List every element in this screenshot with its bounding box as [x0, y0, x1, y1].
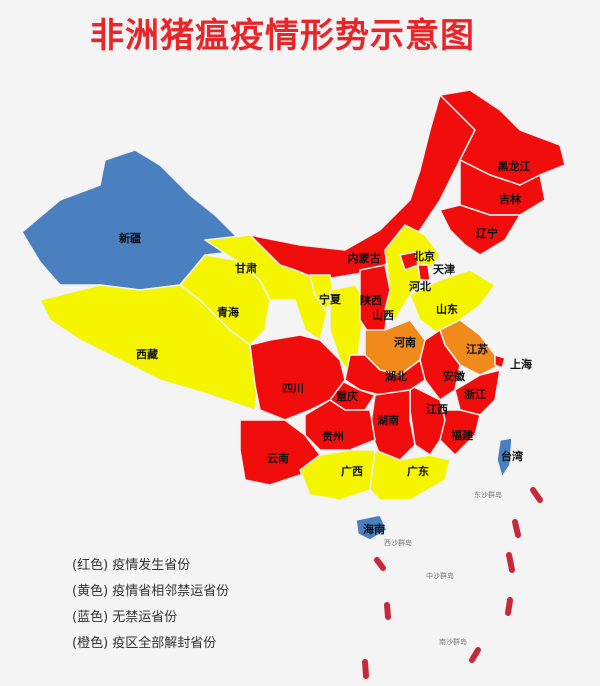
province-label: 天津 — [433, 262, 455, 276]
island-label: 中沙群岛 — [426, 571, 454, 580]
province-label: 上海 — [510, 357, 532, 371]
province-30 — [355, 514, 388, 541]
legend-item-blue: (蓝色) 无禁运省份 — [72, 610, 178, 625]
province-label: 河北 — [409, 279, 431, 293]
province-2 — [179, 254, 271, 346]
province-label: 湖南 — [377, 413, 399, 427]
boundary-dash — [374, 557, 386, 571]
island-label: 南沙群岛 — [439, 637, 467, 646]
legend-item-red: (红色) 疫情发生省份 — [72, 558, 191, 573]
boundary-dash — [384, 602, 391, 620]
province-label: 西藏 — [136, 347, 158, 361]
island-label: 西沙群岛 — [384, 538, 412, 547]
province-layer — [21, 89, 566, 541]
island-label: 东沙群岛 — [474, 490, 502, 499]
province-label: 内蒙古 — [348, 251, 381, 265]
legend-item-yellow: (黄色) 疫情省相邻禁运省份 — [72, 584, 230, 599]
nine-dash-line — [362, 487, 543, 679]
province-label: 云南 — [267, 451, 289, 465]
province-25 — [249, 334, 346, 421]
province-label: 广西 — [341, 464, 363, 478]
province-label: 青海 — [217, 305, 239, 319]
province-label: 重庆 — [336, 389, 358, 403]
legend: (红色) 疫情发生省份 (黄色) 疫情省相邻禁运省份 (蓝色) 无禁运省份 (橙… — [72, 553, 229, 657]
province-label: 江西 — [426, 402, 448, 416]
province-5 — [439, 89, 566, 186]
province-label: 福建 — [450, 428, 474, 442]
province-label: 贵州 — [322, 429, 344, 443]
province-label: 浙江 — [464, 387, 486, 401]
province-label: 台湾 — [501, 449, 523, 463]
province-label: 海南 — [363, 522, 385, 536]
province-14 — [409, 269, 496, 336]
legend-item-orange: (橙色) 疫区全部解封省份 — [72, 636, 217, 651]
province-label: 四川 — [282, 382, 304, 395]
province-label: 宁夏 — [319, 292, 342, 306]
province-27 — [239, 419, 321, 486]
province-label: 北京 — [413, 249, 435, 263]
province-label: 江苏 — [466, 342, 488, 356]
province-21 — [409, 384, 446, 456]
province-label: 广东 — [407, 464, 429, 478]
province-label: 陕西 — [360, 293, 382, 307]
province-label: 山西 — [372, 308, 394, 322]
province-label: 吉林 — [499, 192, 521, 206]
province-18 — [494, 354, 506, 369]
province-7 — [439, 204, 521, 256]
map-title: 非洲猪瘟疫情形势示意图 — [90, 16, 475, 56]
province-26 — [304, 399, 376, 451]
boundary-dash — [469, 647, 481, 663]
province-29 — [369, 449, 451, 501]
boundary-dash — [512, 519, 521, 538]
province-11 — [384, 224, 441, 321]
boundary-dash — [530, 487, 543, 503]
province-label: 新疆 — [119, 231, 141, 245]
province-label: 甘肃 — [235, 261, 257, 275]
province-label: 安徽 — [443, 369, 466, 383]
province-label: 湖北 — [385, 369, 407, 383]
province-31 — [496, 437, 513, 478]
province-label: 河南 — [394, 335, 416, 349]
boundary-dash — [506, 552, 515, 573]
province-label: 黑龙江 — [498, 159, 531, 173]
province-label: 山东 — [436, 302, 458, 316]
province-13 — [417, 264, 431, 281]
province-label: 辽宁 — [476, 226, 498, 240]
boundary-dash — [362, 659, 369, 679]
boundary-dash — [505, 597, 513, 616]
